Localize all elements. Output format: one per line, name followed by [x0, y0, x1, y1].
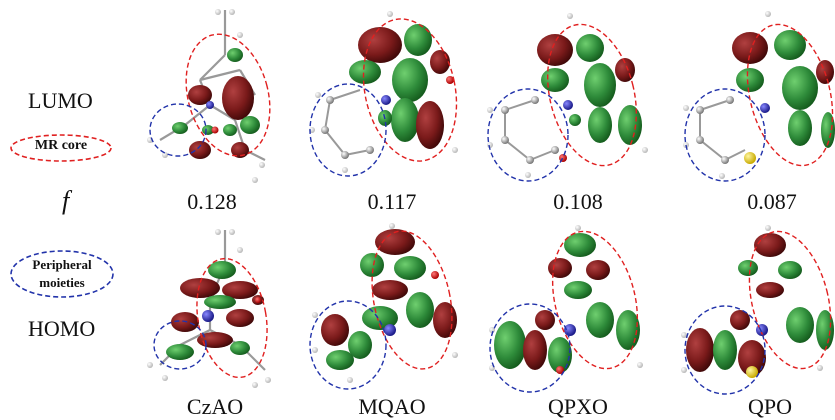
peripheral-legend: Peripheral moieties — [8, 248, 116, 300]
molecule-name-qpo: QPO — [747, 394, 792, 419]
homo-label: HOMO — [28, 316, 96, 341]
qpxo-lumo-structure — [487, 13, 648, 182]
czao-lumo-structure — [147, 9, 271, 183]
molecule-name-mqao: MQAO — [358, 394, 426, 419]
czao-homo-structure — [147, 229, 271, 388]
f-value-mqao: 0.117 — [367, 189, 417, 214]
molecule-name-czao: CzAO — [186, 394, 244, 419]
peripheral-legend-line2: moieties — [39, 275, 85, 290]
f-value-qpxo: 0.108 — [553, 189, 603, 214]
peripheral-legend-oval — [10, 250, 114, 298]
f-value-czao: 0.128 — [187, 189, 237, 214]
mr-core-legend-text: MR core — [34, 138, 88, 153]
qpo-lumo-structure — [683, 11, 835, 182]
molecule-name-qpxo: QPXO — [548, 394, 608, 419]
qpo-homo-structure — [681, 225, 834, 395]
peripheral-legend-line1: Peripheral — [32, 257, 92, 272]
f-value-qpo: 0.087 — [747, 189, 797, 214]
oscillator-strength-label: f — [62, 186, 70, 215]
mr-core-legend: MR core — [8, 133, 114, 163]
mqao-lumo-structure — [309, 11, 458, 177]
lumo-label: LUMO — [28, 88, 93, 113]
mqao-homo-structure — [309, 223, 458, 390]
mr-core-legend-oval — [10, 134, 112, 162]
qpxo-homo-structure — [489, 225, 643, 393]
